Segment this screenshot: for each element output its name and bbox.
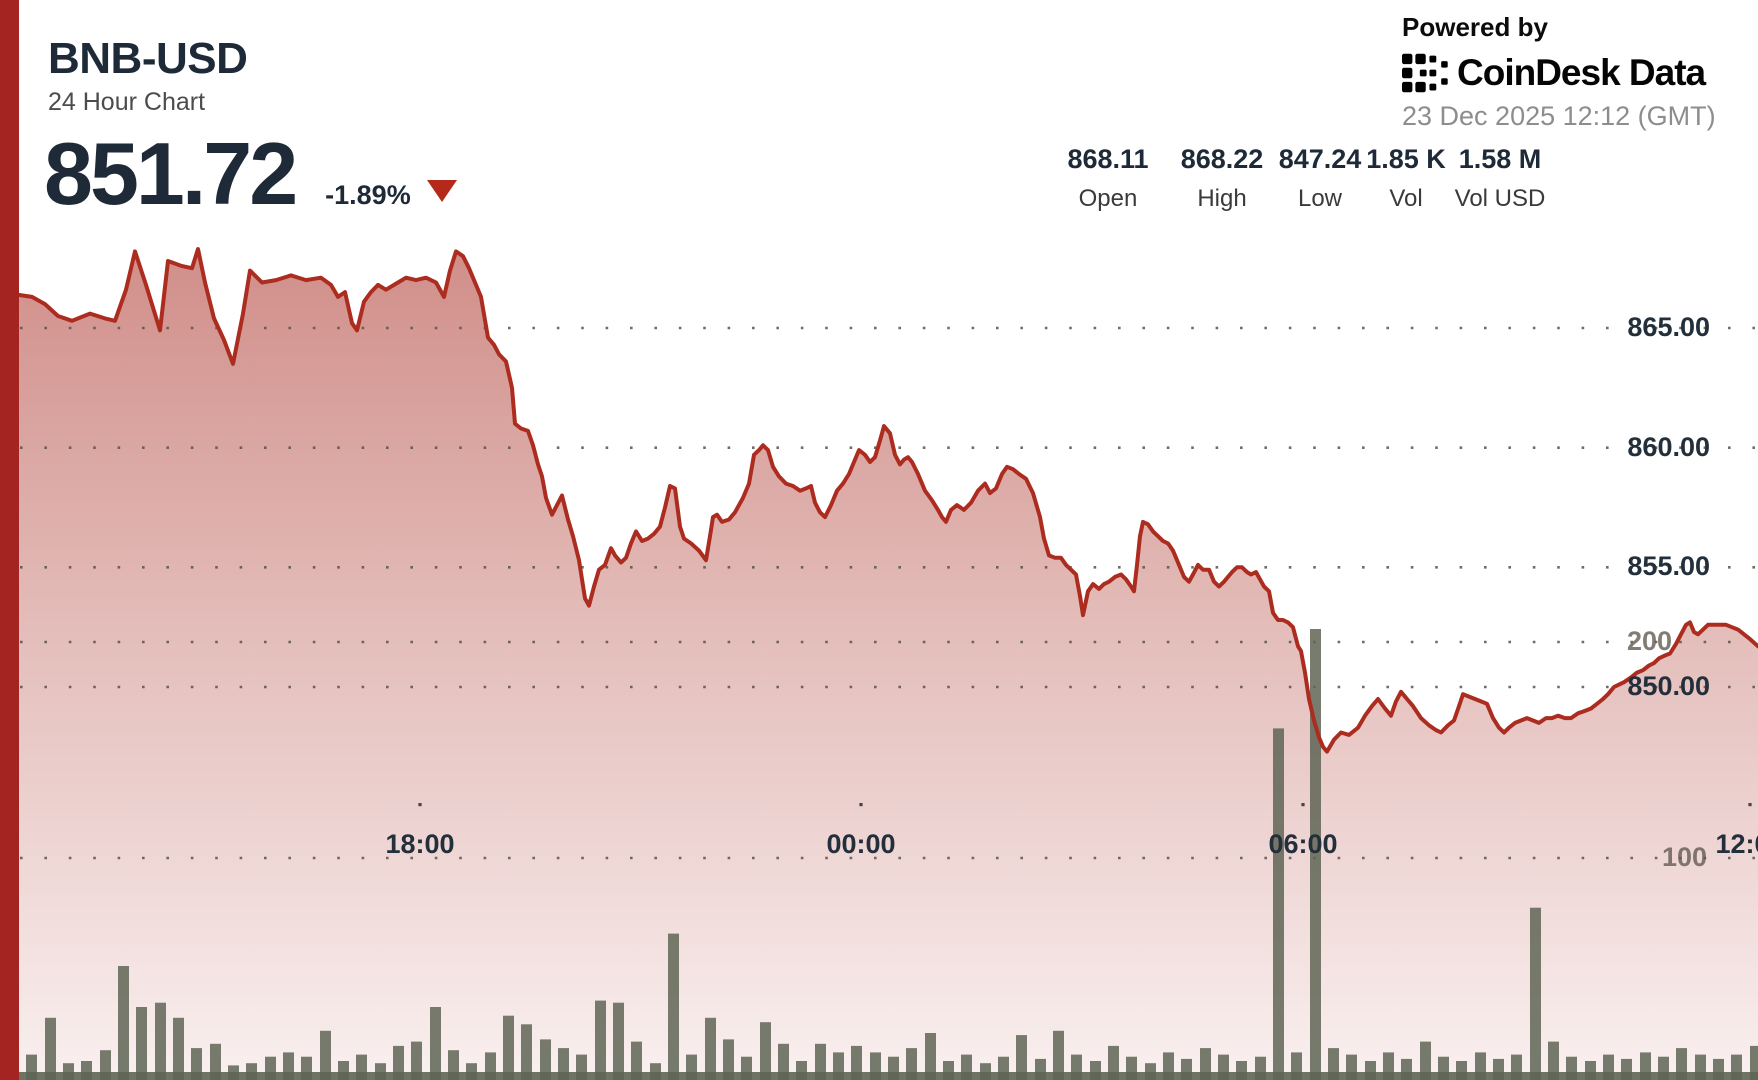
stat-high-value: 868.22 — [1180, 144, 1264, 174]
stat-vol-usd-label: Vol USD — [1454, 185, 1546, 212]
x-axis-time-label: 00:00 — [826, 829, 896, 859]
y-axis-price-label: 850.00 — [1627, 671, 1710, 701]
stat-vol-usd: 1.58 M Vol USD — [1455, 146, 1546, 211]
stat-vol-label: Vol — [1389, 185, 1423, 212]
chart-timestamp: 23 Dec 2025 12:12 (GMT) — [1402, 101, 1716, 131]
price-change-percent: -1.89% — [325, 180, 411, 210]
x-axis-time-label: 18:00 — [385, 829, 455, 859]
left-accent-stripe — [0, 0, 19, 1080]
x-axis-time-label: 12:00 — [1715, 829, 1758, 859]
stat-high-label: High — [1197, 185, 1247, 212]
y-axis-volume-label: 200 — [1626, 626, 1672, 656]
x-axis-time-label: 06:00 — [1268, 829, 1338, 859]
stat-low-label: Low — [1297, 185, 1343, 212]
current-price-row: 851.72 -1.89% — [44, 124, 457, 223]
y-axis-price-label: 865.00 — [1627, 312, 1710, 342]
powered-by-label: Powered by — [1402, 12, 1548, 42]
ohlc-stats-row: 868.11 Open 868.22 High 847.24 Low 1.85 … — [0, 146, 1758, 226]
stat-vol-usd-value: 1.58 M — [1458, 144, 1542, 174]
y-axis-price-label: 860.00 — [1627, 431, 1710, 462]
current-price: 851.72 — [44, 124, 298, 223]
stat-open-value: 868.11 — [1067, 144, 1149, 174]
coindesk-logo-icon — [1402, 53, 1448, 93]
stat-vol-value: 1.85 K — [1366, 144, 1446, 174]
stat-open: 868.11 Open — [1067, 146, 1148, 211]
stat-high: 868.22 High — [1181, 146, 1264, 211]
brand-name: CoinDesk Data — [1457, 52, 1706, 93]
attribution-block: Powered by CoinDesk Data 23 — [1402, 12, 1716, 132]
stat-low-value: 847.24 — [1278, 144, 1362, 174]
y-axis-price-label: 855.00 — [1627, 551, 1710, 582]
symbol-title: BNB-USD — [48, 34, 248, 83]
price-down-triangle-icon — [426, 180, 457, 202]
stat-low: 847.24 Low — [1279, 146, 1362, 211]
y-axis-volume-label: 100 — [1661, 842, 1707, 872]
stat-open-label: Open — [1078, 185, 1138, 212]
stat-vol: 1.85 K Vol — [1366, 146, 1446, 211]
chart-subtitle: 24 Hour Chart — [48, 88, 206, 116]
